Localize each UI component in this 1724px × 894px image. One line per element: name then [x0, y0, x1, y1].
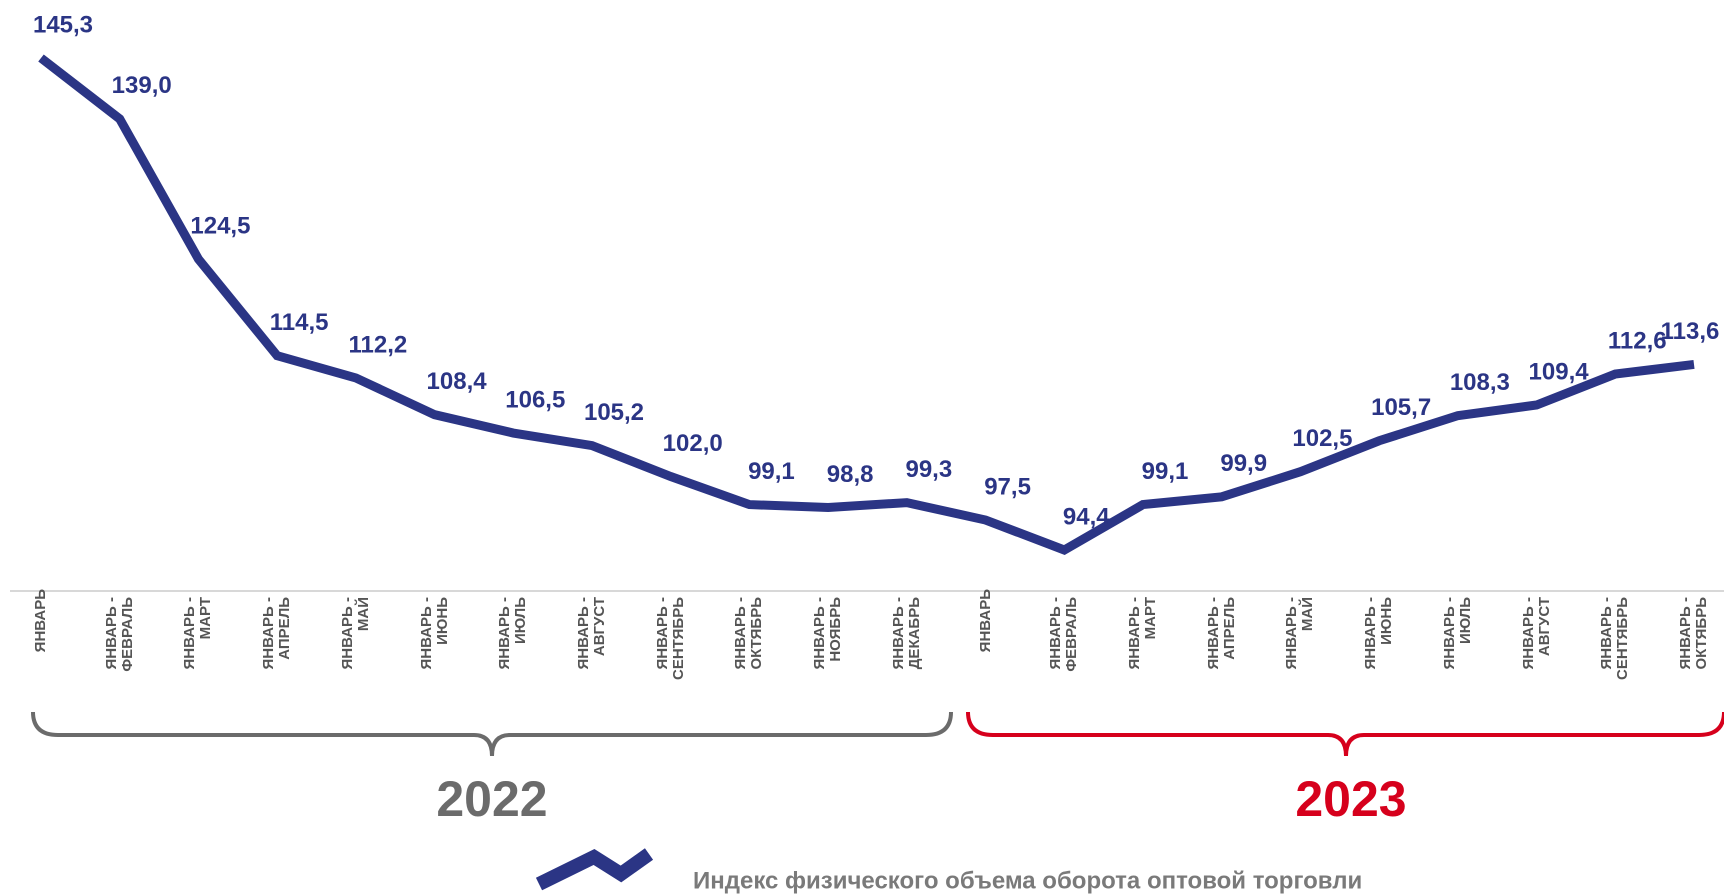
data-label: 102,5: [1292, 425, 1352, 452]
x-tick-label: ЯНВАРЬ - МАРТ: [1126, 597, 1159, 670]
x-tick-label: ЯНВАРЬ - МАЙ: [338, 597, 372, 670]
x-tick-label: ЯНВАРЬ - ИЮНЬ: [417, 597, 451, 670]
x-tick-label: ЯНВАРЬ - ФЕВРАЛЬ: [102, 597, 136, 672]
data-label: 106,5: [505, 386, 565, 413]
brace-2023: [966, 711, 1724, 757]
x-tick-label: ЯНВАРЬ - ОКТЯБРЬ: [732, 597, 766, 670]
data-label: 99,9: [1220, 450, 1267, 477]
year-label: 2022: [436, 771, 547, 827]
line: [38, 54, 1695, 555]
data-label: 99,1: [1142, 458, 1189, 485]
x-tick-label: ЯНВАРЬ - ОКТЯБРЬ: [1677, 597, 1710, 670]
x-tick-label: ЯНВАРЬ: [32, 589, 49, 653]
x-tick-label: ЯНВАРЬ: [976, 589, 994, 653]
x-tick-label: ЯНВАРЬ - СЕНТЯБРЬ: [653, 597, 687, 680]
data-label: 102,0: [663, 430, 723, 457]
data-label: 112,2: [348, 331, 407, 358]
data-label: 109,4: [1529, 358, 1590, 385]
data-label: 112,6: [1608, 327, 1667, 354]
data-label: 114,5: [270, 309, 329, 336]
data-label: 99,1: [748, 458, 795, 485]
x-tick-label: ЯНВАРЬ - МАРТ: [181, 597, 215, 670]
x-tick-label: ЯНВАРЬ - МАЙ: [1283, 597, 1317, 670]
x-tick-label: ЯНВАРЬ - ИЮЛЬ: [1440, 597, 1474, 670]
data-label: 139,0: [112, 72, 172, 99]
x-tick-label: ЯНВАРЬ - ДЕКАБРЬ: [889, 597, 923, 670]
x-tick-label: ЯНВАРЬ - ИЮЛЬ: [496, 597, 530, 670]
data-label: 145,3: [33, 11, 93, 38]
data-label: 97,5: [984, 473, 1031, 500]
x-tick-label: ЯНВАРЬ - НОЯБРЬ: [811, 597, 845, 670]
x-tick-label: ЯНВАРЬ - АПРЕЛЬ: [260, 597, 294, 670]
legend-label: Индекс физического объема оборота оптово…: [693, 867, 1362, 894]
x-tick-label: ЯНВАРЬ - АВГУСТ: [1519, 597, 1553, 670]
x-tick-label: ЯНВАРЬ - АПРЕЛЬ: [1204, 597, 1238, 670]
x-tick-label: ЯНВАРЬ - СЕНТЯБРЬ: [1598, 597, 1632, 680]
data-label: 113,6: [1661, 318, 1720, 345]
x-tick-label: ЯНВАРЬ - АВГУСТ: [575, 597, 608, 670]
data-label: 108,3: [1450, 369, 1510, 396]
year-label: 2023: [1295, 771, 1406, 827]
data-label: 98,8: [827, 461, 874, 488]
x-tick-label: ЯНВАРЬ - ИЮНЬ: [1362, 597, 1396, 670]
data-label: 108,4: [427, 368, 488, 395]
data-label: 94,4: [1063, 503, 1110, 530]
x-tick-label: ЯНВАРЬ - ФЕВРАЛЬ: [1047, 597, 1081, 672]
legend-icon: [535, 848, 654, 891]
data-label: 99,3: [905, 456, 952, 483]
brace-2022: [31, 711, 953, 757]
data-label: 124,5: [190, 212, 250, 239]
data-label: 105,7: [1371, 394, 1431, 421]
data-label: 105,2: [584, 399, 644, 426]
